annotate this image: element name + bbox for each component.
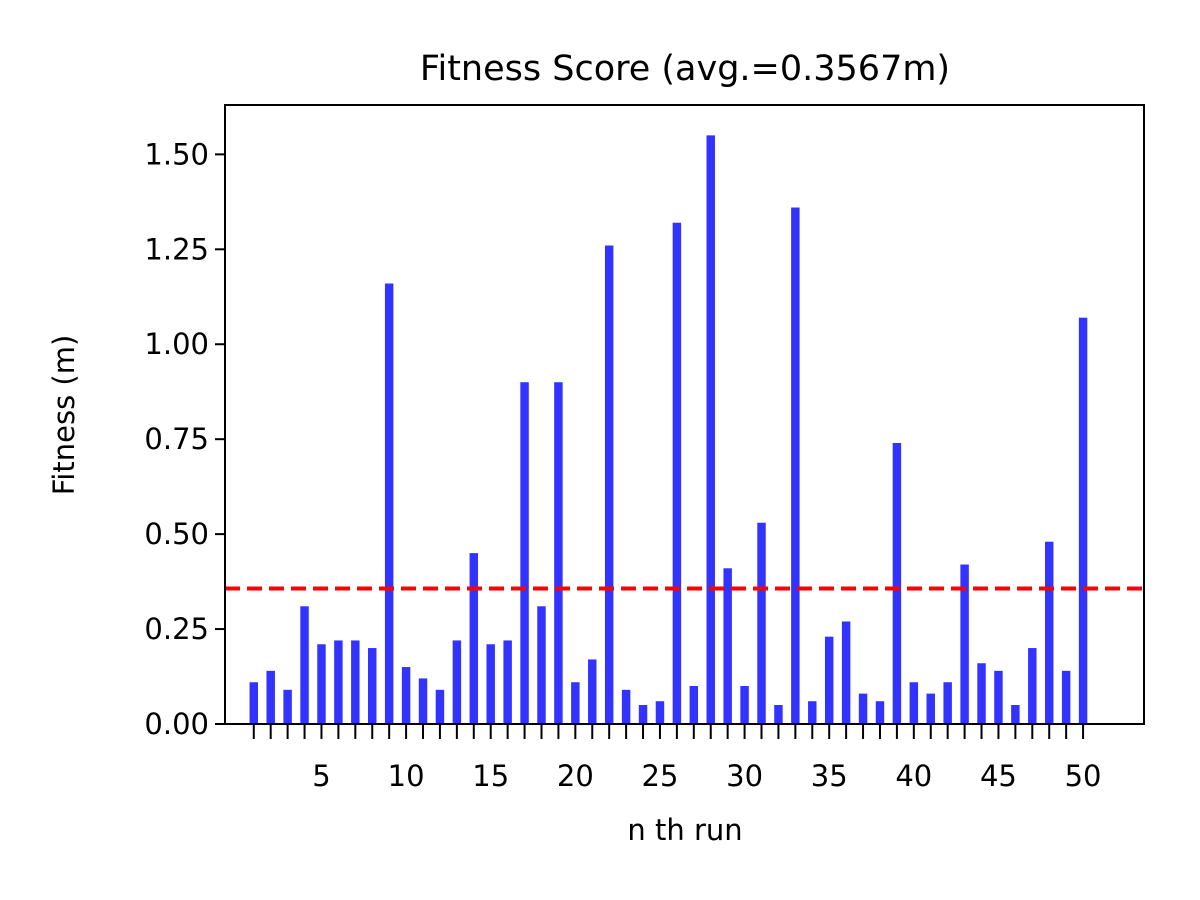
bar-run-19 (554, 382, 563, 724)
x-tick-label: 20 (557, 759, 594, 793)
x-tick-label: 50 (1065, 759, 1102, 793)
bar-run-20 (571, 682, 580, 724)
bar-run-50 (1078, 317, 1088, 724)
bar-run-13 (452, 640, 462, 724)
bar-run-14 (469, 553, 479, 724)
x-axis: 5 10 15 20 25 30 35 40 45 50 (252, 724, 1102, 793)
bar-run-26 (672, 222, 682, 724)
bar-run-6 (334, 640, 343, 724)
bar-run-10 (401, 667, 411, 724)
bar-run-3 (283, 689, 292, 724)
bar-run-34 (808, 701, 817, 724)
y-tick-label: 1.00 (144, 327, 209, 361)
bar-run-36 (841, 621, 851, 724)
bar-run-1 (249, 682, 258, 724)
y-tick-label: 0.25 (144, 612, 209, 646)
bar-run-37 (858, 693, 868, 724)
plot-frame (224, 104, 1145, 725)
bar-run-11 (418, 678, 428, 724)
bar-run-44 (977, 663, 986, 724)
x-tick-label: 25 (642, 759, 679, 793)
bar-run-25 (655, 701, 665, 724)
bar-run-29 (723, 568, 732, 724)
bar-run-45 (994, 670, 1003, 724)
x-axis-title: n th run (627, 813, 742, 847)
x-tick-label: 40 (895, 759, 932, 793)
bar-run-46 (1011, 705, 1020, 724)
bar-run-4 (300, 606, 309, 724)
bar-run-35 (824, 636, 834, 724)
x-tick-label: 15 (472, 759, 509, 793)
bar-run-18 (537, 606, 546, 724)
bar-run-28 (706, 135, 715, 724)
y-tick-label: 0.00 (144, 707, 209, 741)
bar-run-32 (774, 705, 783, 724)
bar-run-47 (1028, 648, 1037, 724)
bar-run-9 (384, 283, 394, 724)
y-tick-label: 1.50 (144, 137, 209, 171)
x-tick-label: 5 (312, 759, 330, 793)
bar-run-42 (943, 682, 952, 724)
x-tick-label: 35 (811, 759, 848, 793)
bar-run-30 (740, 686, 749, 724)
bar-run-43 (960, 564, 969, 724)
bar-run-5 (317, 644, 326, 724)
bar-run-33 (791, 207, 800, 724)
y-tick-label: 1.25 (144, 232, 209, 266)
bar-run-24 (638, 705, 648, 724)
x-tick-label: 10 (388, 759, 425, 793)
bar-run-38 (875, 701, 885, 724)
bar-run-41 (926, 693, 935, 724)
x-tick-label: 30 (726, 759, 763, 793)
bar-run-17 (520, 382, 529, 724)
y-tick-label: 0.75 (144, 422, 209, 456)
bar-run-22 (604, 245, 614, 724)
chart-title: Fitness Score (avg.=0.3567m) (420, 49, 950, 89)
y-axis-title: Fitness (m) (47, 335, 81, 496)
bar-run-40 (909, 682, 919, 724)
bar-run-23 (621, 689, 631, 724)
y-tick-label: 0.50 (144, 517, 209, 551)
y-axis: 0.00 0.25 0.50 0.75 1.00 1.25 1.50 (144, 137, 225, 741)
bar-run-27 (689, 686, 699, 724)
x-tick-label: 45 (980, 759, 1017, 793)
bar-run-16 (503, 640, 512, 724)
bar-run-39 (892, 442, 902, 724)
bar-run-12 (435, 689, 445, 724)
bar-run-31 (757, 522, 766, 724)
bar-run-2 (266, 670, 275, 724)
bar-run-8 (368, 648, 377, 724)
bar-run-15 (486, 644, 495, 724)
bar-run-21 (588, 659, 597, 724)
bar-run-48 (1044, 541, 1054, 724)
bar-run-49 (1061, 670, 1071, 724)
bar-run-7 (351, 640, 360, 724)
bars-group (249, 135, 1088, 724)
